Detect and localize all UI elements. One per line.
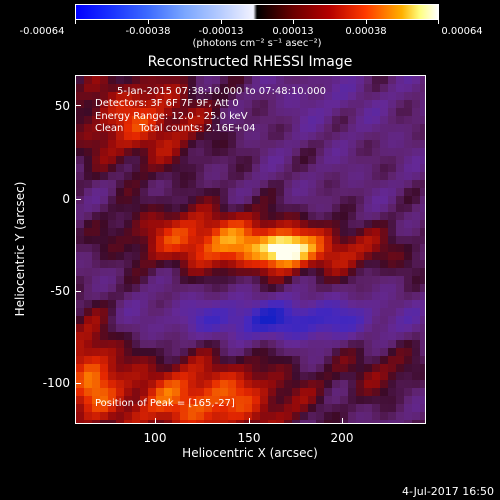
x-tick-label: 200 — [330, 431, 354, 445]
colorbar-tick — [221, 19, 222, 24]
plot-title: Reconstructed RHESSI Image — [147, 54, 353, 70]
x-tick-mark — [249, 418, 250, 424]
y-tick-label: 50 — [54, 99, 70, 113]
colorbar-tick — [438, 19, 439, 24]
x-axis-label: Heliocentric X (arcsec) — [182, 446, 318, 460]
timestamp: 4-Jul-2017 16:50 — [401, 485, 494, 498]
y-tick-label: -50 — [50, 284, 70, 298]
y-tick-mark — [75, 199, 81, 200]
colorbar-label: -0.00013 — [198, 26, 244, 37]
energy-annotation: Energy Range: 12.0 - 25.0 keV — [95, 111, 248, 122]
colorbar-label: 0.00013 — [272, 26, 314, 37]
y-axis-label: Heliocentric Y (arcsec) — [13, 181, 27, 317]
counts-annotation: Clean Total counts: 2.16E+04 — [95, 123, 256, 134]
x-tick-mark — [155, 418, 156, 424]
rhessi-image — [75, 75, 426, 424]
y-tick-mark — [75, 291, 81, 292]
y-tick-mark — [75, 105, 81, 106]
colorbar-units: (photons cm⁻² s⁻¹ asec⁻²) — [192, 38, 322, 49]
y-tick-mark — [75, 383, 81, 384]
y-tick-label: -100 — [42, 376, 70, 390]
x-tick-mark — [342, 418, 343, 424]
colorbar-label: -0.00038 — [125, 26, 171, 37]
heatmap-canvas — [76, 76, 425, 423]
colorbar-tick — [75, 19, 76, 24]
colorbar-label: 0.00064 — [441, 26, 483, 37]
time-range-annotation: 5-Jan-2015 07:38:10.000 to 07:48:10.000 — [117, 86, 326, 97]
x-tick-label: 100 — [143, 431, 167, 445]
colorbar-tick — [366, 19, 367, 24]
y-tick-label: 0 — [62, 192, 70, 206]
detectors-annotation: Detectors: 3F 6F 7F 9F, Att 0 — [95, 98, 239, 109]
colorbar-label: 0.00038 — [345, 26, 387, 37]
colorbar-tick — [293, 19, 294, 24]
colorbar — [75, 4, 439, 20]
peak-annotation: Position of Peak = [165,-27] — [95, 398, 235, 409]
x-tick-label: 150 — [237, 431, 261, 445]
colorbar-label: -0.00064 — [19, 26, 65, 37]
colorbar-tick — [148, 19, 149, 24]
